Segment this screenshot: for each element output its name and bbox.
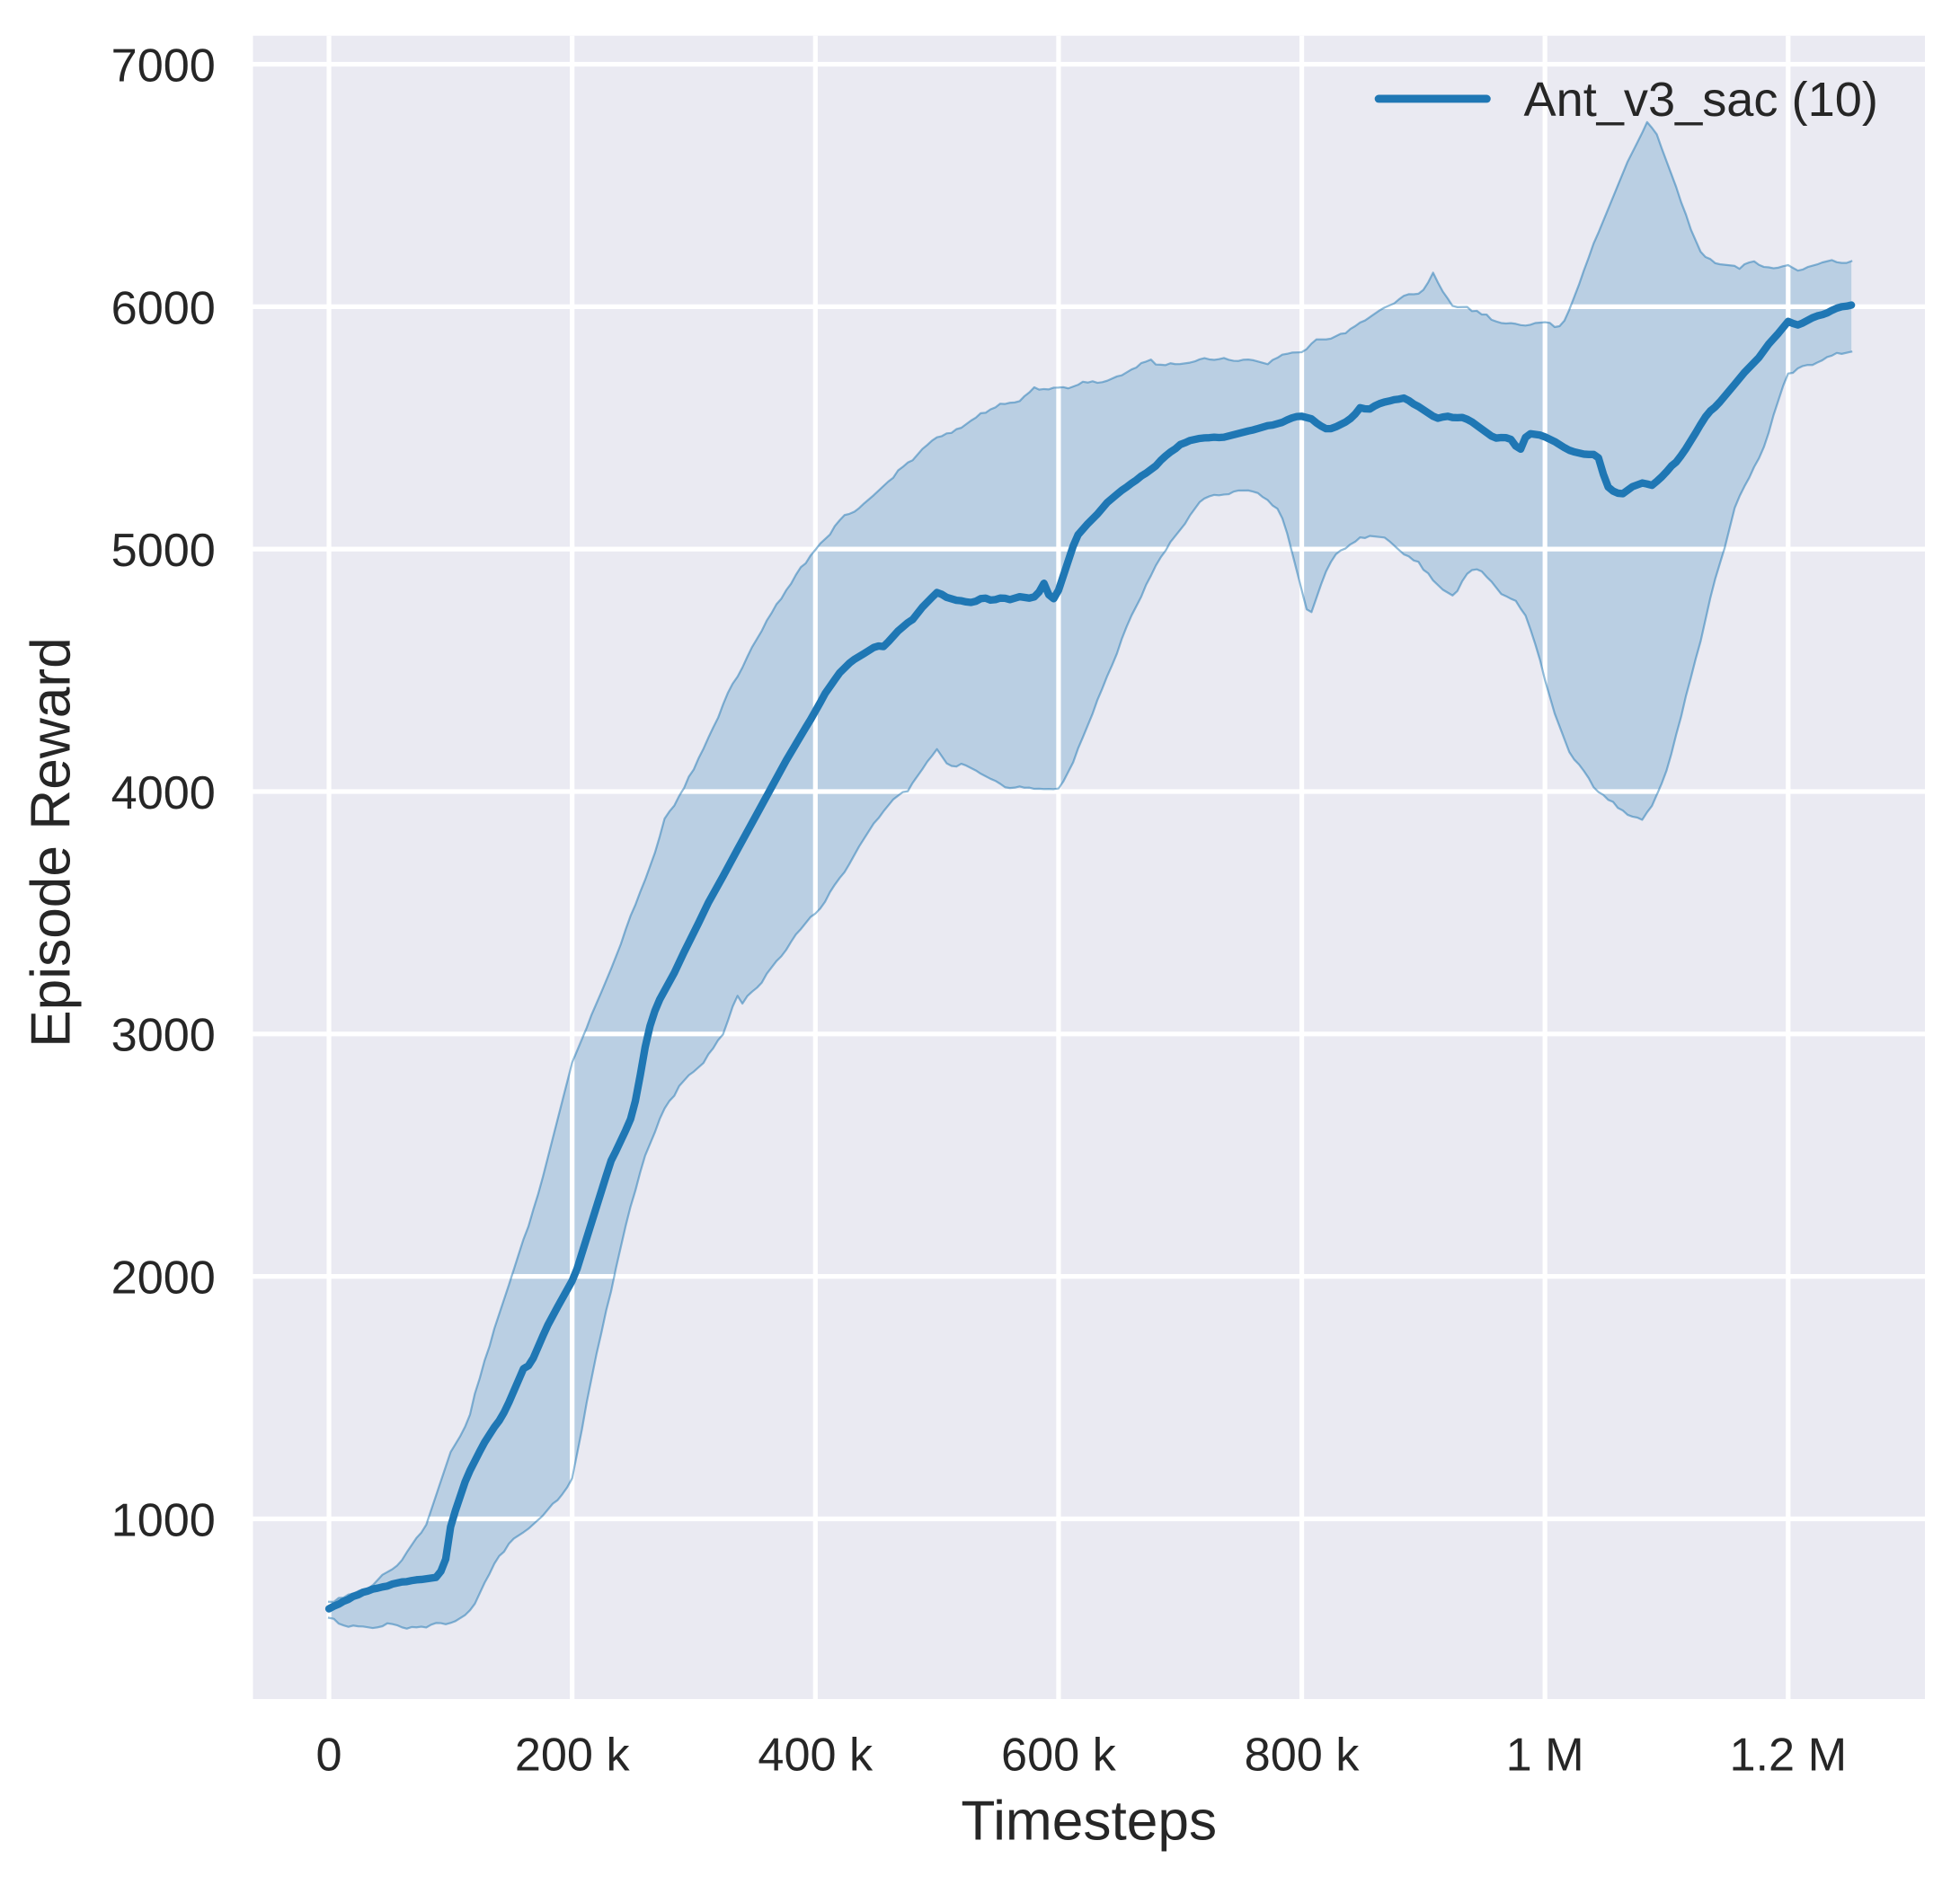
svg-text:3000: 3000 (111, 1010, 216, 1062)
svg-text:5000: 5000 (111, 525, 216, 577)
svg-text:1000: 1000 (111, 1494, 216, 1546)
svg-text:200 k: 200 k (515, 1730, 631, 1782)
svg-text:Timesteps: Timesteps (961, 1790, 1217, 1852)
svg-text:0: 0 (316, 1730, 342, 1782)
svg-text:800 k: 800 k (1245, 1730, 1361, 1782)
svg-text:2000: 2000 (111, 1252, 216, 1305)
svg-text:400 k: 400 k (758, 1730, 874, 1782)
svg-text:Ant_v3_sac (10): Ant_v3_sac (10) (1524, 73, 1878, 127)
svg-text:4000: 4000 (111, 767, 216, 819)
svg-text:Episode Reward: Episode Reward (21, 637, 83, 1048)
svg-text:7000: 7000 (111, 40, 216, 92)
svg-text:1.2 M: 1.2 M (1729, 1730, 1847, 1782)
svg-text:600 k: 600 k (1001, 1730, 1117, 1782)
svg-text:1 M: 1 M (1506, 1730, 1584, 1782)
svg-text:6000: 6000 (111, 282, 216, 334)
